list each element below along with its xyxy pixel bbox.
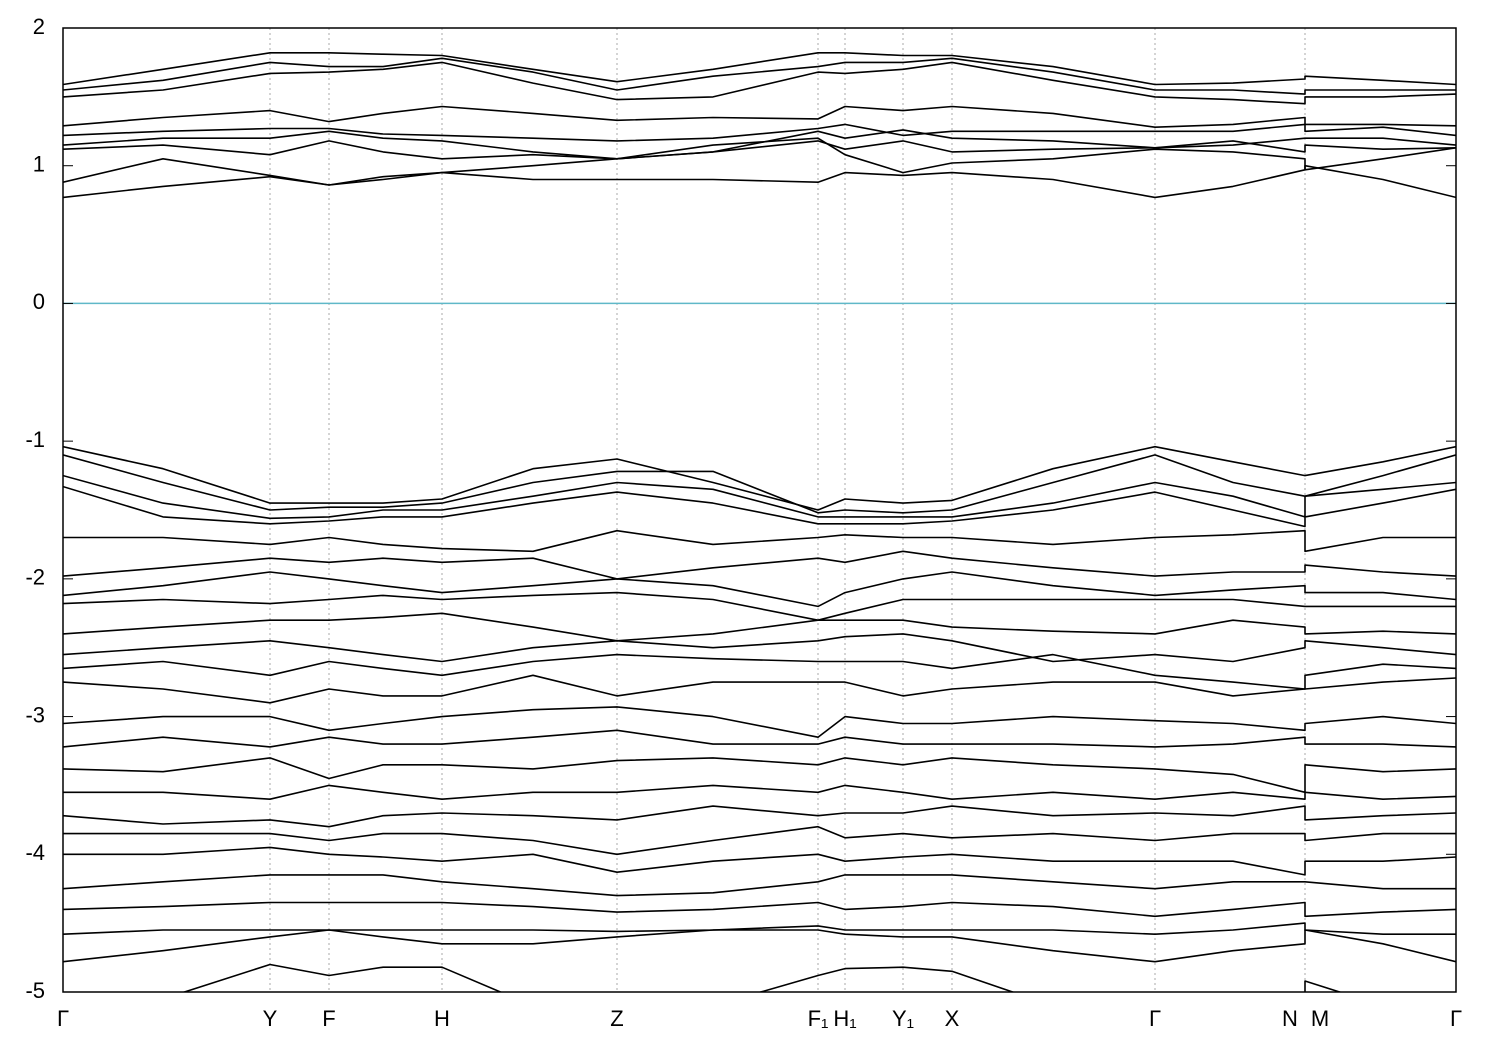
band — [63, 922, 1456, 935]
x-tick-label: Y — [263, 1006, 278, 1031]
band — [63, 706, 1456, 738]
y-tick-label: -3 — [25, 702, 45, 727]
band — [63, 57, 1456, 95]
x-tick-label: N — [1282, 1006, 1298, 1031]
band — [63, 61, 1456, 105]
band — [63, 929, 1456, 963]
band — [63, 729, 1456, 748]
x-tick-label: X — [945, 1006, 960, 1031]
band — [63, 105, 1456, 128]
band — [63, 901, 1456, 918]
band — [63, 784, 1456, 800]
band — [63, 591, 1456, 621]
band — [63, 674, 1456, 704]
x-tick-label: Y₁ — [892, 1006, 914, 1031]
y-tick-label: 2 — [33, 14, 45, 39]
x-tick-label: F — [322, 1006, 335, 1031]
band — [63, 805, 1456, 828]
band — [63, 846, 1456, 876]
band — [63, 485, 1456, 528]
band — [63, 140, 1456, 160]
band — [63, 164, 1456, 199]
band — [63, 445, 1456, 511]
x-tick-label: H — [434, 1006, 450, 1031]
band — [63, 874, 1456, 897]
y-tick-label: -2 — [25, 565, 45, 590]
band — [181, 963, 1343, 992]
x-tick-label: Γ — [1149, 1006, 1161, 1031]
band — [63, 550, 1456, 580]
y-tick-label: -4 — [25, 840, 45, 865]
band — [63, 123, 1456, 142]
x-tick-label: Z — [610, 1006, 623, 1031]
band — [63, 653, 1456, 690]
band — [63, 137, 1456, 186]
y-tick-label: -5 — [25, 978, 45, 1003]
y-tick-label: 0 — [33, 289, 45, 314]
x-tick-label: F₁ — [808, 1006, 829, 1031]
band — [63, 757, 1456, 794]
labels: -5 -4 -3 -2 -1 0 1 2 Γ Y F H Z F₁ H₁ Y₁ X Γ N M Γ — [25, 14, 1462, 1031]
band — [63, 571, 1456, 608]
x-tick-label: H₁ — [833, 1006, 856, 1031]
band — [63, 825, 1456, 856]
band — [63, 474, 1456, 520]
band — [63, 454, 1456, 514]
band — [63, 529, 1456, 553]
band — [63, 612, 1456, 642]
band — [63, 129, 1456, 160]
y-tick-label: 1 — [33, 152, 45, 177]
band — [63, 52, 1456, 86]
bands — [63, 52, 1456, 992]
x-tick-label: Γ — [57, 1006, 69, 1031]
band — [63, 633, 1456, 663]
x-tick-label: Γ — [1450, 1006, 1462, 1031]
plot-frame — [62, 27, 1457, 993]
x-tick-label: M — [1311, 1006, 1329, 1031]
y-tick-label: -1 — [25, 427, 45, 452]
